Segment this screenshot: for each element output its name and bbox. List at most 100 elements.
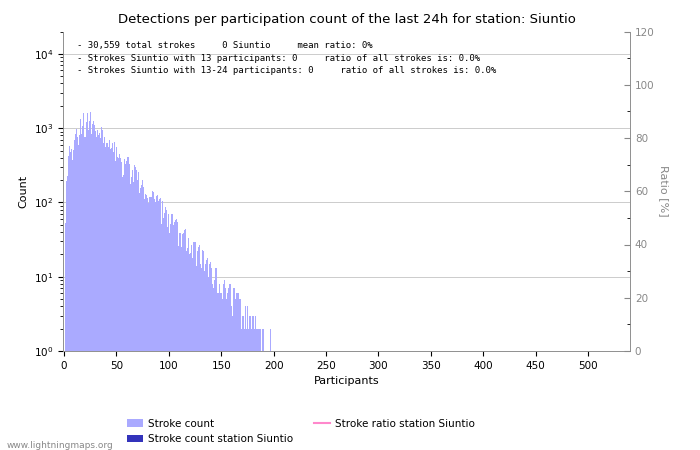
Bar	[231, 306, 232, 450]
Bar	[229, 284, 230, 450]
Bar	[212, 284, 214, 450]
Bar	[439, 351, 440, 450]
Bar	[130, 184, 131, 450]
Bar	[165, 207, 166, 450]
Bar	[155, 202, 156, 450]
Bar	[445, 351, 446, 450]
Bar	[385, 351, 386, 450]
Bar	[118, 158, 119, 450]
Bar	[486, 351, 487, 450]
Bar	[346, 351, 347, 450]
Bar	[137, 180, 138, 450]
Bar	[357, 351, 358, 450]
Bar	[135, 166, 136, 450]
Bar	[158, 201, 159, 450]
Bar	[258, 328, 260, 450]
Bar	[384, 351, 385, 450]
Bar	[401, 351, 402, 450]
Bar	[362, 351, 363, 450]
Bar	[437, 351, 438, 450]
Bar	[204, 271, 205, 450]
Bar	[308, 351, 309, 450]
Bar	[337, 351, 338, 450]
Bar	[260, 351, 262, 450]
Bar	[500, 351, 502, 450]
Bar	[314, 351, 315, 450]
Bar	[69, 146, 70, 450]
Bar	[321, 351, 323, 450]
Bar	[361, 351, 362, 450]
Bar	[162, 202, 163, 450]
Bar	[405, 351, 406, 450]
Bar	[389, 351, 391, 450]
Bar	[161, 224, 162, 450]
Bar	[183, 233, 184, 450]
Bar	[83, 113, 85, 450]
Bar	[363, 351, 364, 450]
Bar	[442, 351, 443, 450]
Bar	[347, 351, 349, 450]
Bar	[160, 198, 161, 450]
Legend: Stroke count, Stroke count station Siuntio, Stroke ratio station Siuntio: Stroke count, Stroke count station Siunt…	[123, 414, 479, 448]
Bar	[334, 351, 335, 450]
Bar	[435, 351, 437, 450]
Bar	[422, 351, 423, 450]
Bar	[468, 351, 469, 450]
Bar	[400, 351, 401, 450]
Bar	[133, 181, 134, 450]
Bar	[271, 351, 272, 450]
Bar	[300, 351, 302, 450]
Bar	[283, 351, 284, 450]
Bar	[172, 225, 174, 450]
Bar	[279, 351, 281, 450]
Bar	[421, 351, 422, 450]
Bar	[293, 351, 294, 450]
Bar	[374, 351, 376, 450]
Bar	[288, 351, 289, 450]
Bar	[78, 145, 79, 450]
Bar	[441, 351, 442, 450]
Bar	[110, 149, 111, 450]
Text: www.lightningmaps.org: www.lightningmaps.org	[7, 441, 113, 450]
Bar	[225, 288, 226, 450]
Bar	[154, 199, 155, 450]
Bar	[507, 351, 508, 450]
Bar	[193, 243, 195, 450]
Bar	[387, 351, 388, 450]
Bar	[254, 328, 256, 450]
Bar	[121, 162, 122, 450]
Bar	[123, 175, 125, 450]
Bar	[235, 299, 237, 450]
Bar	[447, 351, 448, 450]
Bar	[340, 351, 342, 450]
Bar	[220, 293, 222, 450]
Bar	[92, 124, 93, 450]
Bar	[191, 245, 193, 450]
Bar	[316, 351, 317, 450]
Bar	[318, 351, 319, 450]
Bar	[190, 253, 191, 450]
Bar	[148, 203, 150, 450]
Bar	[317, 351, 318, 450]
Bar	[119, 154, 120, 450]
Bar	[364, 351, 365, 450]
Bar	[256, 328, 258, 450]
Bar	[197, 247, 199, 450]
Bar	[429, 351, 430, 450]
Bar	[185, 229, 186, 450]
Bar	[349, 351, 351, 450]
Bar	[141, 185, 142, 450]
Bar	[360, 351, 361, 450]
Bar	[335, 351, 336, 450]
Bar	[306, 351, 307, 450]
Bar	[456, 351, 458, 450]
Bar	[338, 351, 339, 450]
Bar	[319, 351, 321, 450]
Bar	[268, 351, 269, 450]
Bar	[275, 351, 276, 450]
Bar	[458, 351, 460, 450]
Bar	[292, 351, 293, 450]
Bar	[111, 148, 112, 450]
Bar	[96, 137, 97, 450]
Bar	[291, 351, 292, 450]
